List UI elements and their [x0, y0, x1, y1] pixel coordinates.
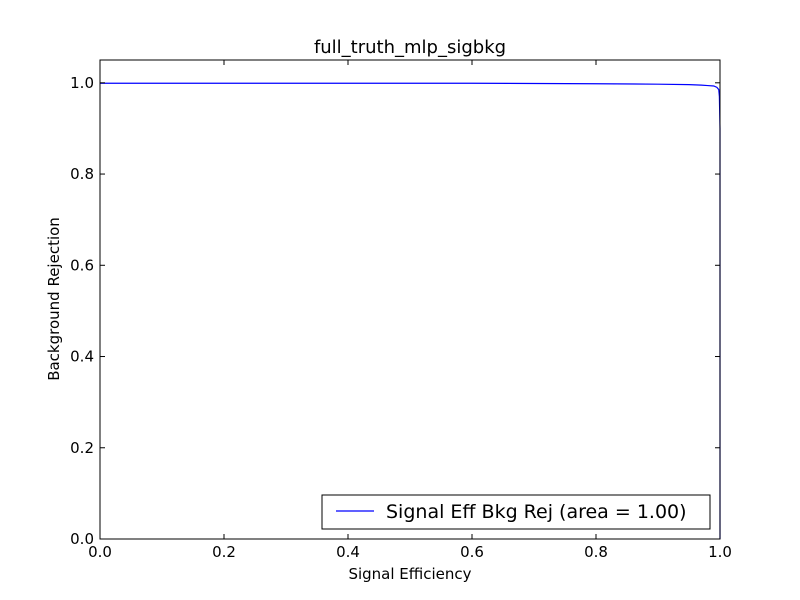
- y-tick-label: 0.0: [70, 530, 94, 548]
- plot-frame: [99, 59, 721, 540]
- chart-title: full_truth_mlp_sigbkg: [314, 37, 506, 58]
- y-tick-label: 0.8: [70, 165, 94, 183]
- x-axis-ticks: 0.0 0.2 0.4 0.6 0.8 1.0: [88, 60, 732, 561]
- y-axis-ticks: 0.0 0.2 0.4 0.6 0.8 1.0: [70, 74, 720, 548]
- x-tick-label: 0.2: [212, 543, 236, 561]
- y-tick-label: 0.4: [70, 348, 94, 366]
- y-tick-label: 0.2: [70, 439, 94, 457]
- x-tick-label: 0.8: [584, 543, 608, 561]
- y-tick-label: 0.6: [70, 256, 94, 274]
- legend-label: Signal Eff Bkg Rej (area = 1.00): [386, 501, 687, 523]
- y-axis-label: Background Rejection: [45, 217, 63, 381]
- x-tick-label: 0.0: [88, 543, 112, 561]
- legend-box: [321, 494, 711, 530]
- x-tick-label: 0.6: [460, 543, 484, 561]
- y-tick-label: 1.0: [70, 74, 94, 92]
- legend: Signal Eff Bkg Rej (area = 1.00): [321, 494, 711, 530]
- x-tick-label: 1.0: [708, 543, 732, 561]
- x-tick-label: 0.4: [336, 543, 360, 561]
- x-axis-label: Signal Efficiency: [348, 565, 471, 583]
- series-line-0: [100, 82, 721, 539]
- series-layer: [100, 82, 721, 539]
